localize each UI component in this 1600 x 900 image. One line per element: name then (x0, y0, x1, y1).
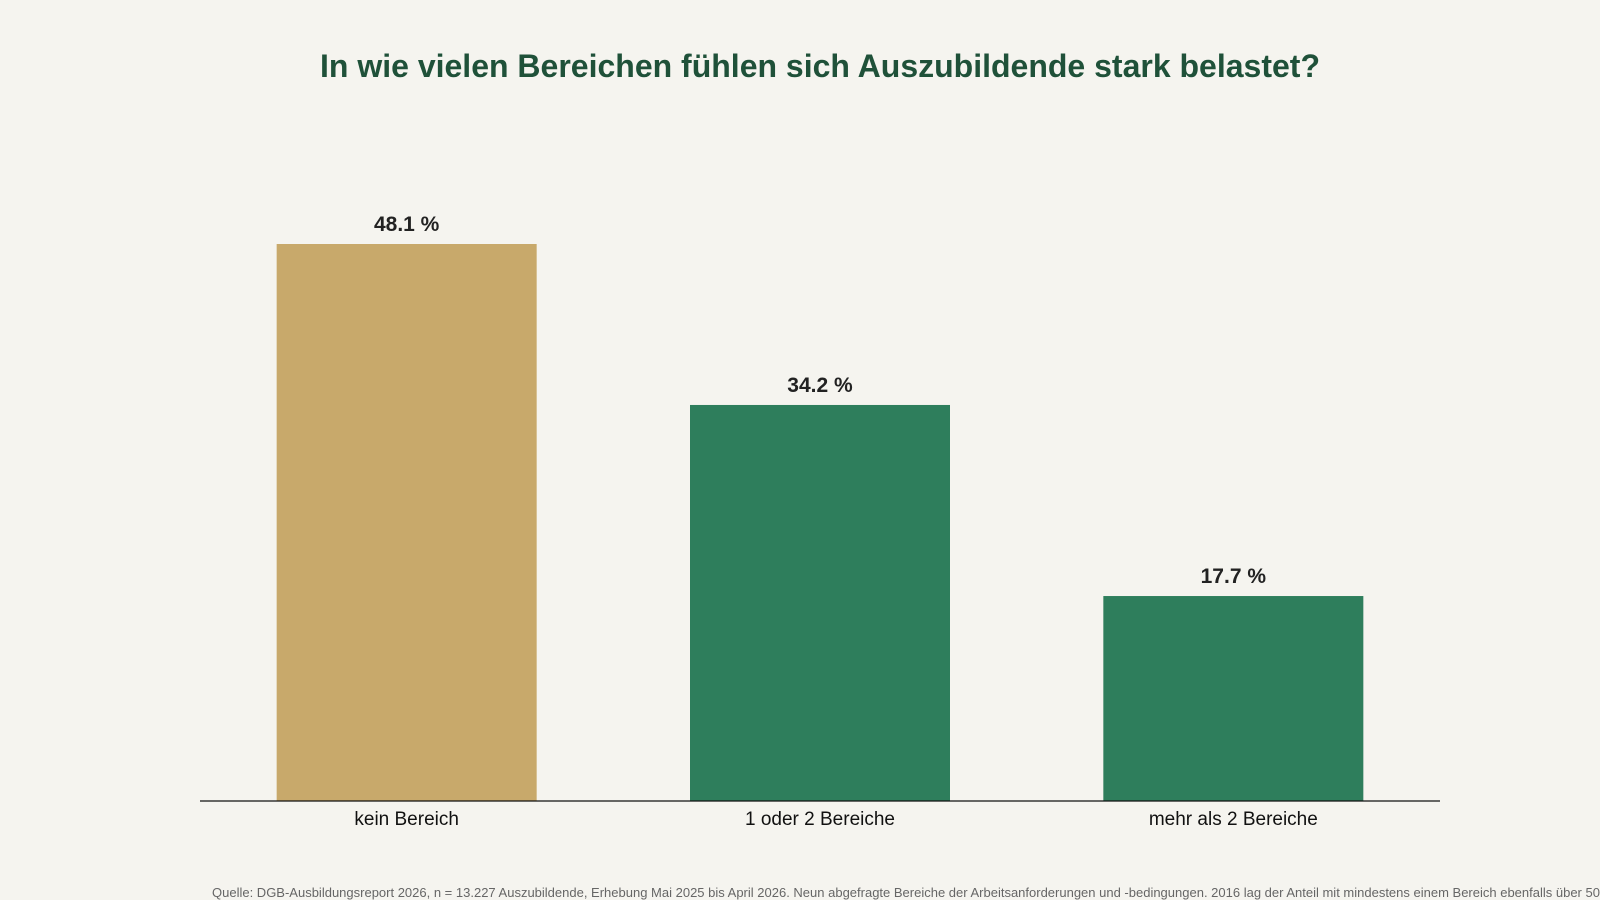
value-label-1: 48.1 % (374, 213, 440, 236)
x-tick-label-3: mehr als 2 Bereiche (1149, 809, 1318, 830)
bars-group (276, 244, 1364, 801)
bar-3 (1103, 596, 1364, 801)
bar-2 (690, 404, 950, 801)
value-label-2: 34.2 % (787, 374, 853, 397)
chart-title: In wie vielen Bereichen fühlen sich Ausz… (320, 48, 1320, 84)
x-tick-label-2: 1 oder 2 Bereiche (745, 809, 895, 830)
value-labels-group: 48.1 % 34.2 % 17.7 % (374, 213, 1266, 588)
x-tick-labels-group: kein Bereich 1 oder 2 Bereiche mehr als 2 … (354, 809, 1317, 830)
source-note: Quelle: DGB-Ausbildungsreport 2026, n = … (212, 885, 1600, 900)
bar-1 (276, 244, 537, 801)
value-label-3: 17.7 % (1201, 565, 1267, 588)
x-tick-label-1: kein Bereich (354, 809, 459, 830)
